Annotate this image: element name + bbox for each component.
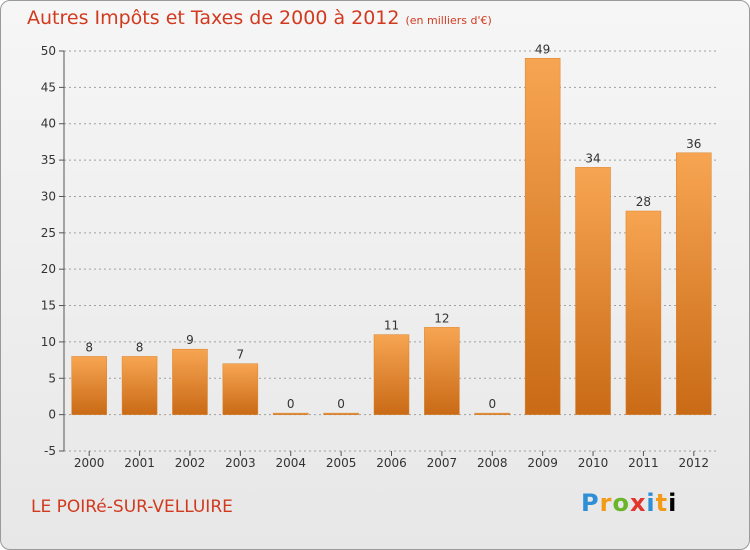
logo-letter: x [629,489,647,517]
bar [373,334,410,415]
y-tick-label: 35 [41,153,56,167]
logo-letter: o [612,489,630,517]
y-tick-label: 25 [41,226,56,240]
bar [222,363,259,415]
y-tick-label: 30 [41,189,56,203]
data-label: 0 [337,397,345,411]
logo-letter: t [655,489,669,517]
bar [474,412,511,415]
data-label: 36 [686,137,701,151]
data-label: 28 [636,195,651,209]
y-tick-label: 20 [41,262,56,276]
x-tick-label: 2005 [326,456,357,470]
x-tick-label: 2009 [527,456,558,470]
bar [625,210,662,415]
y-tick-label: 10 [41,335,56,349]
bar [676,152,712,415]
data-label: 7 [237,348,245,362]
y-tick-label: 50 [41,44,56,58]
place-name: LE POIRé-SUR-VELLUIRE [31,497,233,517]
bar [524,58,561,415]
data-label: 49 [535,42,550,56]
y-tick-label: 5 [48,371,56,385]
x-tick-label: 2004 [275,456,306,470]
data-label: 8 [136,340,144,354]
proxiti-logo[interactable]: Proxiti [581,489,677,517]
y-tick-label: 15 [41,299,56,313]
bar [323,412,359,415]
x-tick-label: 2012 [679,456,710,470]
bar [575,167,611,415]
chart-subtitle: (en milliers d'€) [405,14,492,27]
y-tick-label: -5 [44,444,56,458]
logo-letter: i [646,489,656,517]
logo-letter: i [668,489,678,517]
y-tick-label: 0 [48,408,56,422]
x-tick-label: 2006 [376,456,407,470]
logo-letter: P [581,489,600,517]
x-tick-label: 2008 [477,456,508,470]
bar [172,348,208,415]
data-label: 11 [384,319,399,333]
logo-letter: r [599,489,613,517]
x-tick-label: 2002 [175,456,206,470]
y-tick-label: 40 [41,117,56,131]
bar [71,356,107,415]
data-label: 0 [287,397,295,411]
data-label: 8 [85,340,93,354]
data-label: 34 [585,151,600,165]
chart-title: Autres Impôts et Taxes de 2000 à 2012 (en… [27,7,492,29]
y-tick-label: 45 [41,80,56,94]
bar [272,412,309,415]
bar [121,356,158,415]
x-tick-label: 2003 [225,456,256,470]
data-label: 12 [434,311,449,325]
x-tick-label: 2000 [74,456,105,470]
bar [424,327,460,415]
x-tick-label: 2010 [578,456,609,470]
x-tick-label: 2007 [427,456,458,470]
x-tick-label: 2011 [628,456,659,470]
x-tick-label: 2001 [124,456,155,470]
data-label: 9 [186,333,194,347]
data-label: 0 [488,397,496,411]
chart-title-text: Autres Impôts et Taxes de 2000 à 2012 [27,7,400,29]
